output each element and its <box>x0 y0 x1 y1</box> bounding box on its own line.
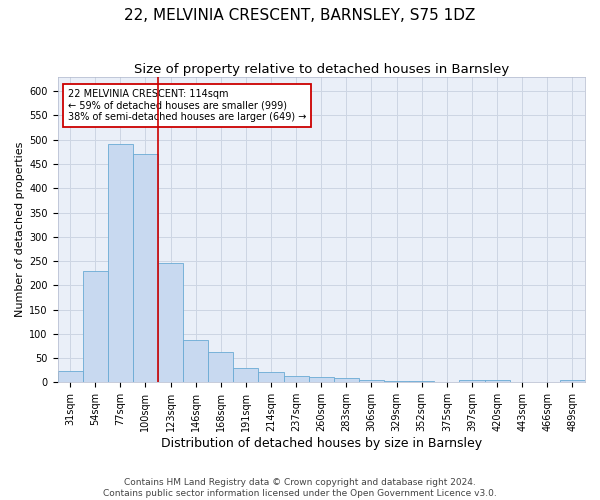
Title: Size of property relative to detached houses in Barnsley: Size of property relative to detached ho… <box>134 62 509 76</box>
Bar <box>384 381 409 382</box>
Bar <box>158 262 183 382</box>
Bar <box>334 378 359 382</box>
Text: 22, MELVINIA CRESCENT, BARNSLEY, S75 1DZ: 22, MELVINIA CRESCENT, BARNSLEY, S75 1DZ <box>124 8 476 22</box>
Bar <box>359 380 384 382</box>
Bar <box>58 371 83 382</box>
Text: Contains HM Land Registry data © Crown copyright and database right 2024.
Contai: Contains HM Land Registry data © Crown c… <box>103 478 497 498</box>
Bar <box>183 340 208 382</box>
X-axis label: Distribution of detached houses by size in Barnsley: Distribution of detached houses by size … <box>161 437 482 450</box>
Text: 22 MELVINIA CRESCENT: 114sqm
← 59% of detached houses are smaller (999)
38% of s: 22 MELVINIA CRESCENT: 114sqm ← 59% of de… <box>68 89 307 122</box>
Bar <box>308 378 334 382</box>
Bar <box>284 376 308 382</box>
Bar <box>460 380 485 382</box>
Bar <box>83 270 108 382</box>
Bar <box>560 380 585 382</box>
Y-axis label: Number of detached properties: Number of detached properties <box>15 142 25 317</box>
Bar <box>259 372 284 382</box>
Bar <box>133 154 158 382</box>
Bar <box>233 368 259 382</box>
Bar <box>108 144 133 382</box>
Bar <box>485 380 509 382</box>
Bar <box>208 352 233 382</box>
